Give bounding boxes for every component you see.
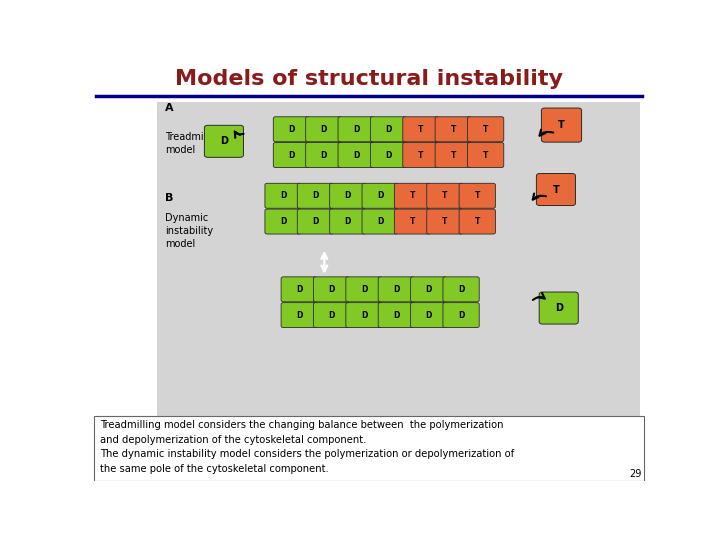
FancyBboxPatch shape xyxy=(410,277,447,302)
Text: T: T xyxy=(451,151,456,159)
Text: D: D xyxy=(393,310,400,320)
Text: A: A xyxy=(166,104,174,113)
Text: T: T xyxy=(483,151,488,159)
FancyBboxPatch shape xyxy=(265,209,301,234)
Text: D: D xyxy=(353,125,359,134)
Text: T: T xyxy=(418,151,423,159)
FancyBboxPatch shape xyxy=(346,302,382,328)
FancyBboxPatch shape xyxy=(297,209,333,234)
Text: D: D xyxy=(426,310,432,320)
FancyBboxPatch shape xyxy=(467,143,504,167)
Text: D: D xyxy=(280,217,287,226)
Text: Treadmilling
model: Treadmilling model xyxy=(166,132,225,156)
Text: 29: 29 xyxy=(629,469,642,478)
Text: T: T xyxy=(558,120,565,130)
FancyBboxPatch shape xyxy=(330,183,366,208)
FancyBboxPatch shape xyxy=(157,102,639,416)
Text: D: D xyxy=(328,285,335,294)
Text: D: D xyxy=(377,191,383,200)
Text: D: D xyxy=(220,136,228,146)
Text: T: T xyxy=(474,217,480,226)
Text: T: T xyxy=(410,191,415,200)
Text: D: D xyxy=(296,285,302,294)
Text: D: D xyxy=(345,191,351,200)
Text: D: D xyxy=(426,285,432,294)
Text: Treadmilling model considers the changing balance between  the polymerization
an: Treadmilling model considers the changin… xyxy=(100,420,514,474)
Text: D: D xyxy=(320,151,327,159)
FancyBboxPatch shape xyxy=(427,209,463,234)
FancyBboxPatch shape xyxy=(306,117,342,141)
FancyBboxPatch shape xyxy=(274,143,310,167)
Text: D: D xyxy=(296,310,302,320)
FancyBboxPatch shape xyxy=(435,143,472,167)
FancyBboxPatch shape xyxy=(395,209,431,234)
FancyBboxPatch shape xyxy=(435,117,472,141)
FancyBboxPatch shape xyxy=(459,183,495,208)
FancyBboxPatch shape xyxy=(402,143,439,167)
FancyBboxPatch shape xyxy=(402,117,439,141)
FancyBboxPatch shape xyxy=(459,209,495,234)
Text: D: D xyxy=(361,285,367,294)
FancyBboxPatch shape xyxy=(539,292,578,324)
Text: D: D xyxy=(458,285,464,294)
FancyBboxPatch shape xyxy=(370,117,407,141)
Text: D: D xyxy=(393,285,400,294)
FancyBboxPatch shape xyxy=(346,277,382,302)
Text: D: D xyxy=(554,303,563,313)
Text: D: D xyxy=(288,151,294,159)
FancyBboxPatch shape xyxy=(395,183,431,208)
FancyBboxPatch shape xyxy=(362,183,398,208)
Text: B: B xyxy=(166,193,174,203)
Text: T: T xyxy=(442,217,448,226)
FancyBboxPatch shape xyxy=(330,209,366,234)
FancyBboxPatch shape xyxy=(443,277,480,302)
Text: D: D xyxy=(377,217,383,226)
FancyBboxPatch shape xyxy=(378,277,415,302)
Text: D: D xyxy=(458,310,464,320)
FancyBboxPatch shape xyxy=(297,183,333,208)
Text: D: D xyxy=(345,217,351,226)
Text: T: T xyxy=(442,191,448,200)
Text: T: T xyxy=(474,191,480,200)
FancyBboxPatch shape xyxy=(204,125,243,157)
Text: D: D xyxy=(288,125,294,134)
FancyBboxPatch shape xyxy=(541,108,582,142)
FancyBboxPatch shape xyxy=(443,302,480,328)
FancyBboxPatch shape xyxy=(370,143,407,167)
Text: T: T xyxy=(483,125,488,134)
FancyBboxPatch shape xyxy=(338,143,374,167)
FancyBboxPatch shape xyxy=(410,302,447,328)
Text: D: D xyxy=(385,125,392,134)
FancyBboxPatch shape xyxy=(313,302,350,328)
Text: T: T xyxy=(552,185,559,194)
Text: D: D xyxy=(353,151,359,159)
Text: D: D xyxy=(385,151,392,159)
FancyBboxPatch shape xyxy=(281,277,318,302)
FancyBboxPatch shape xyxy=(362,209,398,234)
FancyBboxPatch shape xyxy=(281,302,318,328)
FancyBboxPatch shape xyxy=(338,117,374,141)
Text: D: D xyxy=(312,191,319,200)
Text: D: D xyxy=(361,310,367,320)
Text: T: T xyxy=(410,217,415,226)
FancyBboxPatch shape xyxy=(536,173,575,206)
Text: D: D xyxy=(280,191,287,200)
Text: T: T xyxy=(418,125,423,134)
Text: D: D xyxy=(312,217,319,226)
Text: T: T xyxy=(451,125,456,134)
FancyBboxPatch shape xyxy=(313,277,350,302)
FancyBboxPatch shape xyxy=(467,117,504,141)
Text: D: D xyxy=(320,125,327,134)
Text: Models of structural instability: Models of structural instability xyxy=(175,69,563,89)
FancyBboxPatch shape xyxy=(427,183,463,208)
FancyBboxPatch shape xyxy=(306,143,342,167)
FancyBboxPatch shape xyxy=(274,117,310,141)
FancyBboxPatch shape xyxy=(94,416,644,481)
Text: D: D xyxy=(328,310,335,320)
FancyBboxPatch shape xyxy=(265,183,301,208)
FancyBboxPatch shape xyxy=(378,302,415,328)
Text: Dynamic
instability
model: Dynamic instability model xyxy=(166,213,213,249)
